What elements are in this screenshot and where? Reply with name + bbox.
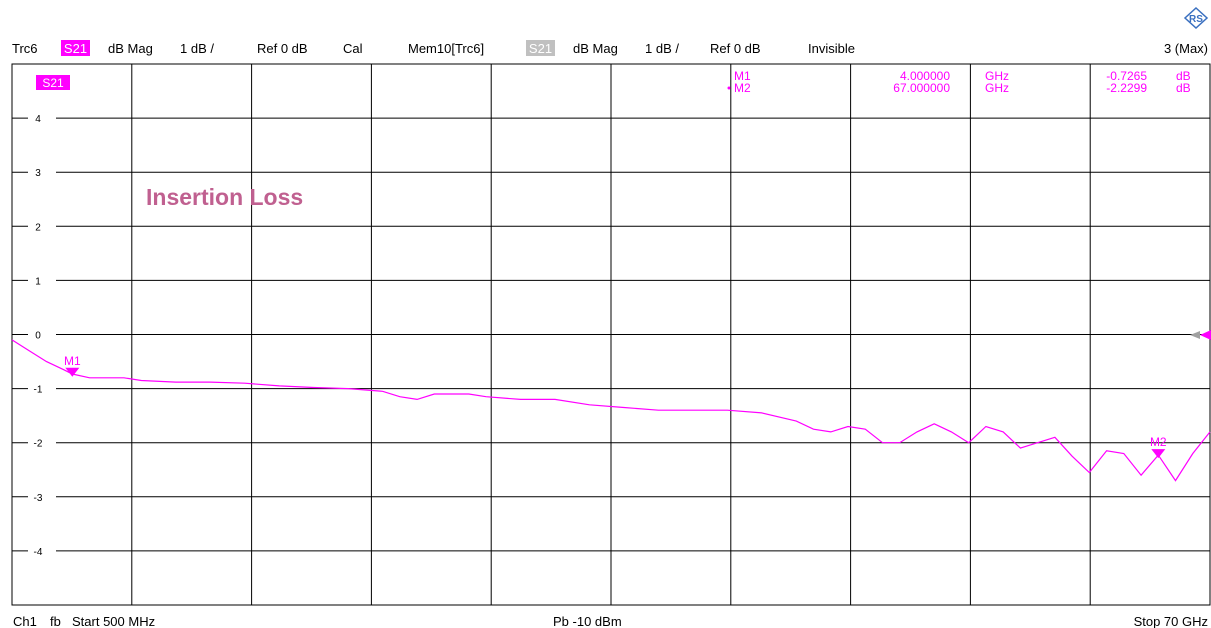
y-tick-label: -4 xyxy=(34,547,43,558)
y-tick-bg xyxy=(28,490,56,503)
marker-table-row: M2 67.000000 GHz -2.2299 dB xyxy=(727,81,1191,95)
trace-param-badge: S21 xyxy=(64,41,87,56)
y-tick-label: -1 xyxy=(34,385,43,396)
y-tick-label: 1 xyxy=(35,276,41,287)
mem-param-badge-bg xyxy=(526,40,555,56)
marker-m1-label: M1 xyxy=(64,354,81,368)
footer-power: Pb -10 dBm xyxy=(553,614,622,628)
marker-m2-label: M2 xyxy=(1150,435,1167,449)
marker-symbols: M1 M2 xyxy=(64,354,1167,459)
chart-annotation: Insertion Loss xyxy=(146,184,303,210)
footer: Ch1 fb Start 500 MHz Pb -10 dBm Stop 70 … xyxy=(13,614,1208,628)
y-tick-bg xyxy=(28,436,56,449)
marker-table-freq: 4.000000 xyxy=(900,69,950,83)
y-tick-bg xyxy=(28,112,56,125)
grid xyxy=(11,63,1211,606)
y-tick-bg xyxy=(28,166,56,179)
footer-start: Start 500 MHz xyxy=(72,614,155,628)
marker-table-name: M2 xyxy=(734,81,751,95)
trace-header: Trc6 S21 dB Mag 1 dB / Ref 0 dB Cal Mem1… xyxy=(12,40,1208,56)
y-tick-label: 4 xyxy=(35,114,41,125)
footer-stop: Stop 70 GHz xyxy=(1134,614,1208,628)
s21-trace xyxy=(11,339,1211,482)
y-tick-label: 0 xyxy=(35,331,41,342)
trace-scale: 1 dB / xyxy=(180,41,214,56)
marker-m1-icon xyxy=(65,367,80,377)
marker-table-row: M1 4.000000 GHz -0.7265 dB xyxy=(734,69,1191,83)
mem-state: Invisible xyxy=(808,41,855,56)
mem-ref: Ref 0 dB xyxy=(710,41,761,56)
y-tick-label: -2 xyxy=(34,439,43,450)
marker-m2-icon xyxy=(1151,449,1166,459)
mem-param-badge: S21 xyxy=(529,41,552,56)
marker-table-unit: GHz xyxy=(985,81,1009,95)
y-tick-label: -3 xyxy=(34,493,43,504)
marker-table-value: -0.7265 xyxy=(1106,69,1147,83)
y-tick-bg xyxy=(28,274,56,287)
footer-channel: Ch1 xyxy=(13,614,37,628)
marker-table-freq: 67.000000 xyxy=(893,81,950,95)
marker-table-unit: GHz xyxy=(985,69,1009,83)
footer-mode: fb xyxy=(50,614,61,628)
active-marker-dot-icon xyxy=(727,86,731,90)
svg-text:RS: RS xyxy=(1189,14,1203,25)
trace-param-badge-bg xyxy=(61,40,90,56)
mem-scale: 1 dB / xyxy=(645,41,679,56)
marker-table-vunit: dB xyxy=(1176,81,1191,95)
mem-format: dB Mag xyxy=(573,41,618,56)
trace-format: dB Mag xyxy=(108,41,153,56)
y-tick-label: 3 xyxy=(35,168,41,179)
trace-tag: S21 xyxy=(42,76,64,90)
marker-table-name: M1 xyxy=(734,69,751,83)
marker-table: M1 4.000000 GHz -0.7265 dB M2 67.000000 GHz -2.2… xyxy=(727,69,1191,95)
trace-tag-bg xyxy=(36,75,70,90)
rs-logo-icon: RS xyxy=(1183,6,1209,30)
trace-cal: Cal xyxy=(343,41,363,56)
y-tick-labels: 4 3 2 1 0 -1 -2 -3 -4 xyxy=(28,112,56,558)
trace-ref: Ref 0 dB xyxy=(257,41,308,56)
marker-table-vunit: dB xyxy=(1176,69,1191,83)
y-tick-bg xyxy=(28,328,56,341)
mem-label: Mem10[Trc6] xyxy=(408,41,484,56)
ref-level-arrow-icon xyxy=(1200,330,1211,340)
y-tick-bg xyxy=(28,382,56,395)
trace-label: Trc6 xyxy=(12,41,38,56)
window-label: 3 (Max) xyxy=(1164,41,1208,56)
y-tick-bg xyxy=(28,220,56,233)
ref-level-mem-arrow-icon xyxy=(1190,331,1200,339)
y-tick-bg xyxy=(28,544,56,557)
marker-table-value: -2.2299 xyxy=(1106,81,1147,95)
y-tick-label: 2 xyxy=(35,222,41,233)
